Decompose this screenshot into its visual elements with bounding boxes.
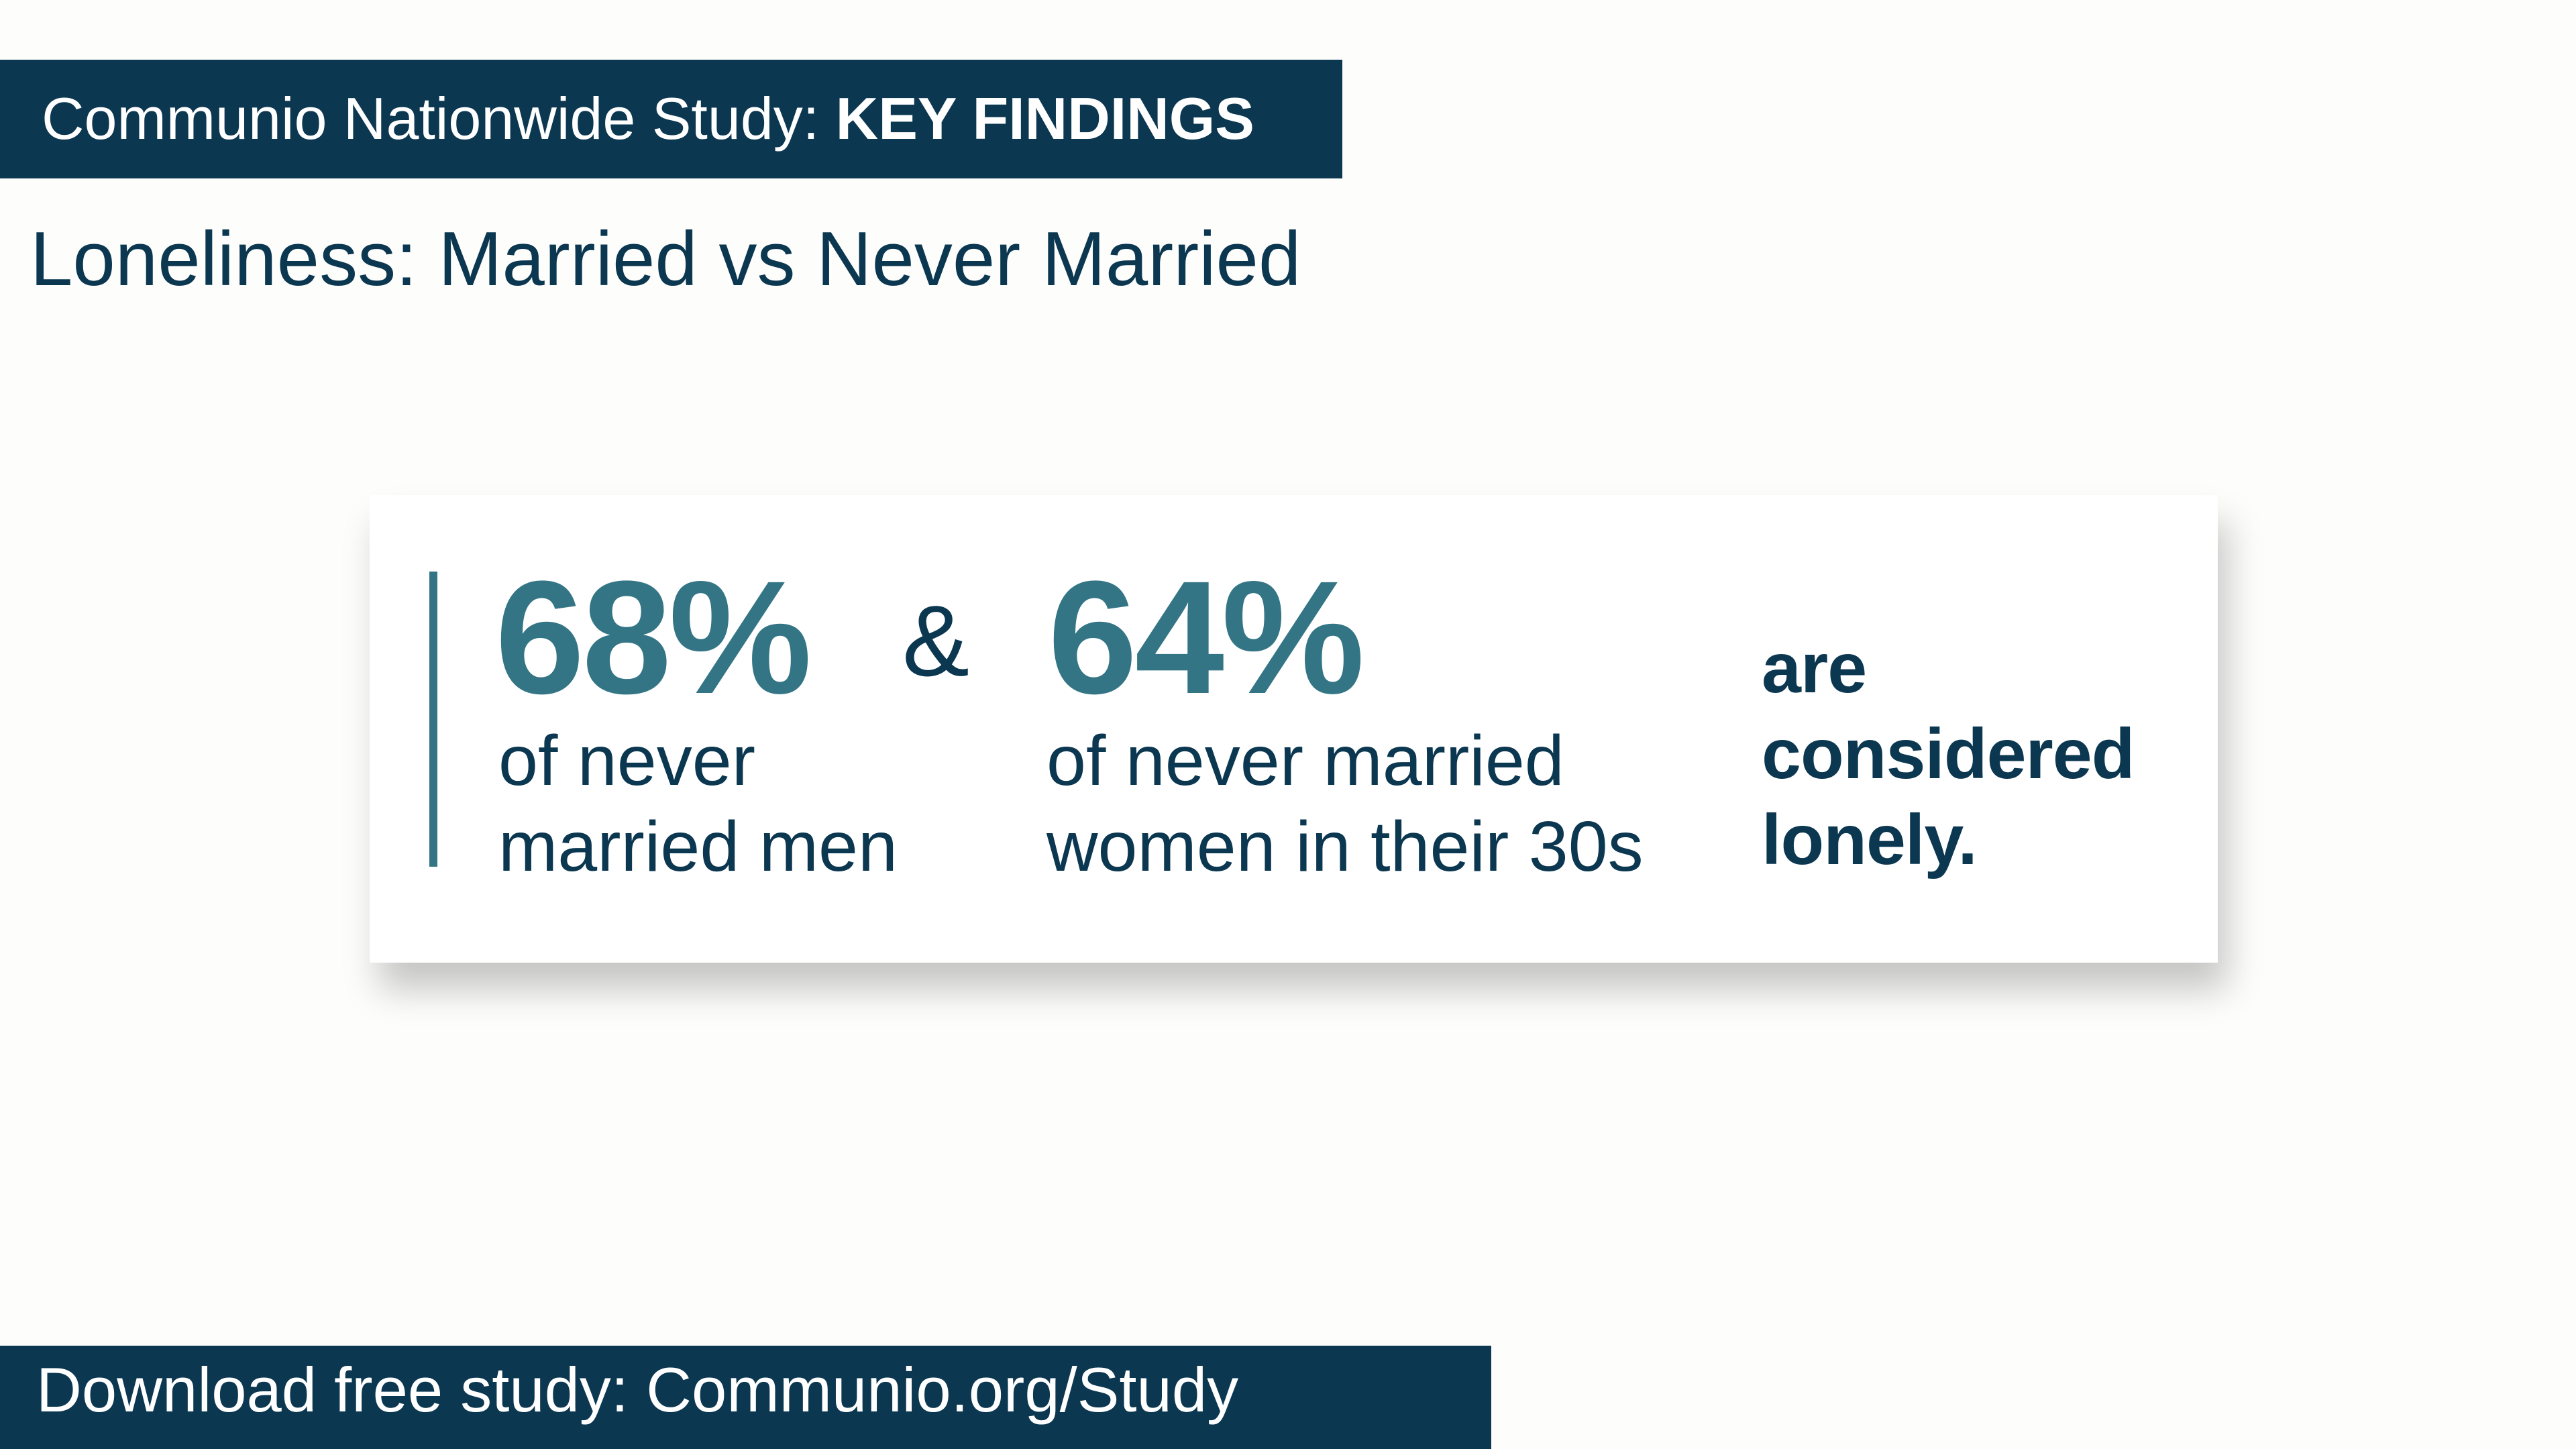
stat-men-description: of never married men — [498, 718, 898, 890]
conclusion-text: are considered lonely. — [1762, 625, 2135, 883]
stat-women-description: of never married women in their 30s — [1046, 718, 1644, 890]
download-link-text: Download free study: Communio.org/Study — [36, 1354, 1239, 1425]
study-label: Communio Nationwide Study: — [42, 85, 820, 152]
desc-line: women in their 30s — [1046, 807, 1644, 886]
finding-card — [370, 495, 2218, 963]
header-bar — [0, 60, 1342, 178]
conclusion-line: lonely. — [1762, 800, 1978, 879]
stat-men-value: 68% — [495, 547, 812, 727]
accent-bar — [429, 572, 437, 867]
footer-bar — [0, 1346, 1491, 1449]
page-subtitle: Loneliness: Married vs Never Married — [30, 217, 1301, 302]
stat-women-value: 64% — [1048, 547, 1364, 727]
key-findings-label: KEY FINDINGS — [835, 85, 1254, 152]
conclusion-line: are — [1762, 629, 1867, 708]
ampersand: & — [902, 584, 970, 697]
header-title: Communio Nationwide Study: KEY FINDINGS — [42, 89, 1254, 148]
conclusion-line: considered — [1762, 714, 2135, 794]
desc-line: married men — [498, 807, 898, 886]
desc-line: of never — [498, 721, 756, 800]
desc-line: of never married — [1046, 721, 1564, 800]
